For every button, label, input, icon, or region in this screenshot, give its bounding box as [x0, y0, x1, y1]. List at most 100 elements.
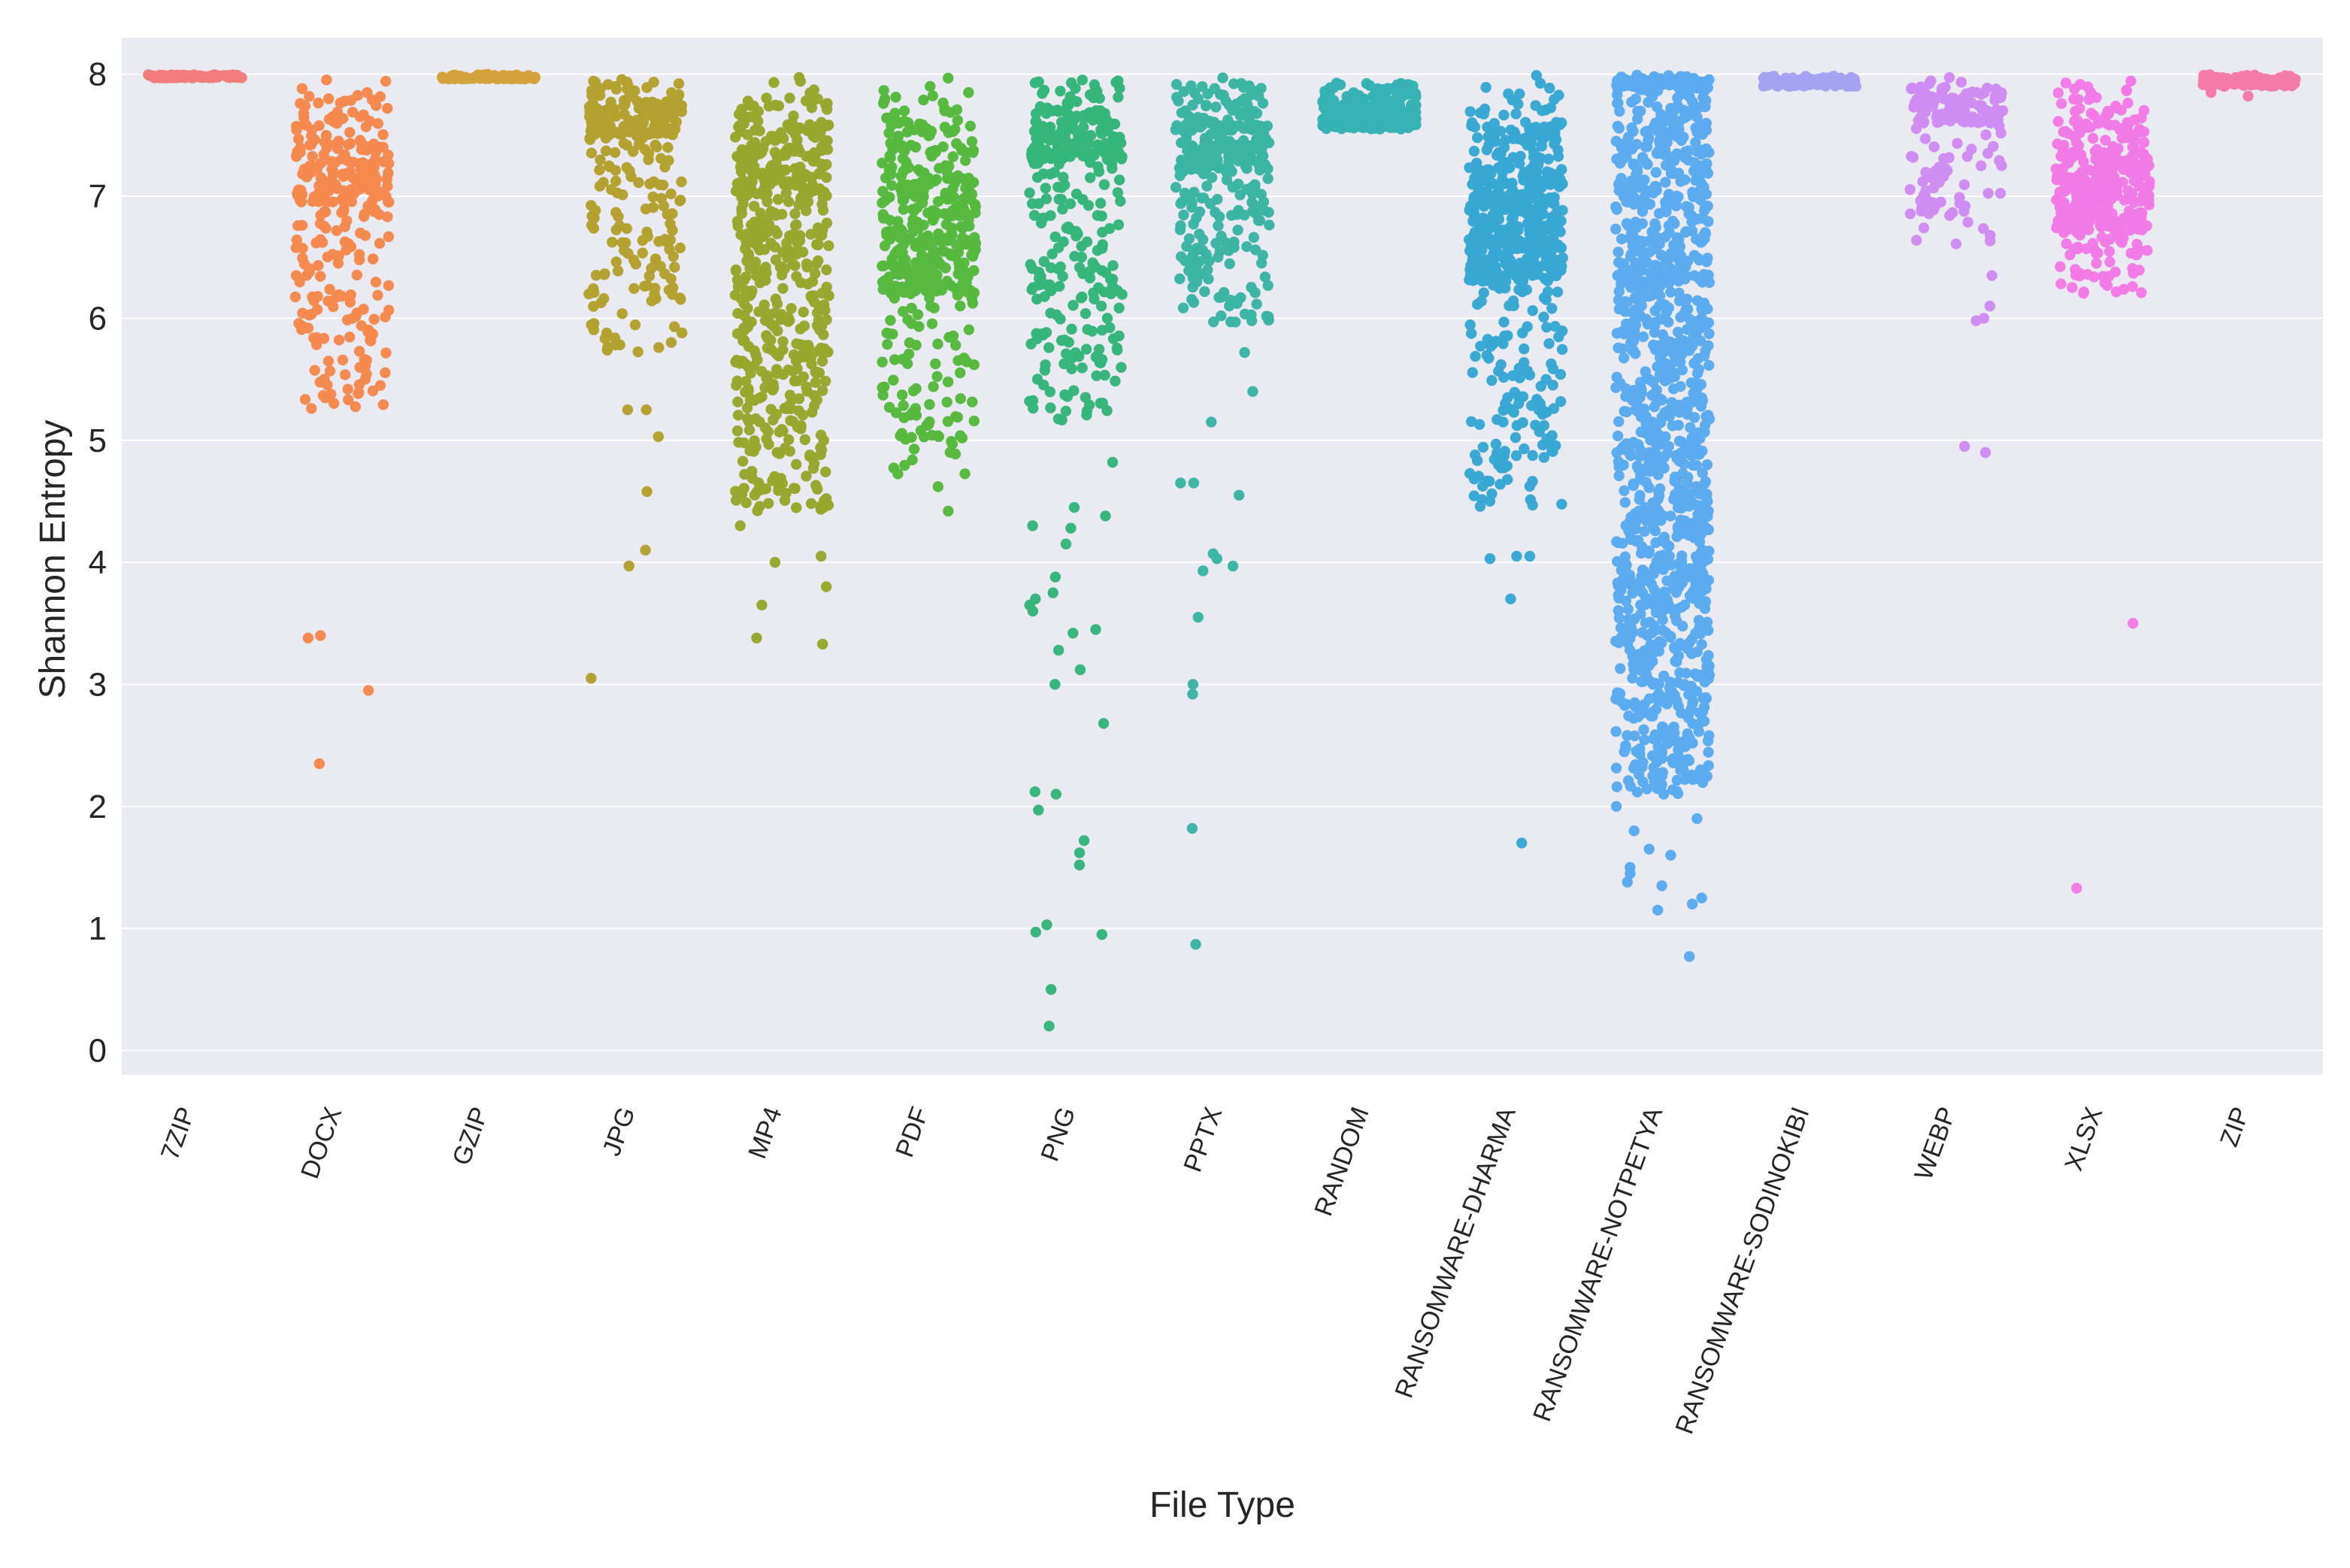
data-point: [966, 292, 978, 304]
data-point: [968, 415, 980, 427]
data-point: [1040, 359, 1051, 371]
data-point: [1984, 300, 1996, 312]
data-point: [1051, 129, 1063, 141]
data-point: [879, 275, 891, 286]
data-point: [761, 330, 772, 341]
data-point: [1657, 510, 1669, 522]
data-point: [936, 284, 947, 296]
data-point: [1556, 344, 1568, 356]
data-point: [1491, 207, 1503, 219]
data-point: [1478, 287, 1489, 298]
data-point: [777, 247, 789, 258]
data-point: [1674, 752, 1685, 764]
data-point: [1492, 232, 1504, 244]
data-point: [759, 422, 771, 434]
data-point: [930, 207, 941, 218]
data-point: [1505, 267, 1517, 279]
data-point: [1616, 582, 1627, 593]
data-point: [1473, 232, 1484, 244]
data-point: [1237, 82, 1249, 93]
data-point: [1264, 219, 1275, 231]
data-point: [877, 213, 889, 224]
data-point: [317, 193, 329, 205]
data-point: [1696, 144, 1708, 156]
data-point: [650, 139, 661, 151]
data-point: [653, 431, 665, 443]
data-point: [1935, 196, 1946, 207]
data-point: [1100, 510, 1111, 522]
data-point: [353, 379, 365, 390]
data-point: [917, 253, 929, 264]
data-point: [1467, 367, 1478, 378]
data-point: [665, 337, 677, 348]
data-point: [731, 216, 743, 227]
data-point: [1115, 195, 1126, 207]
data-point: [1648, 339, 1659, 351]
data-point: [670, 90, 682, 101]
data-point: [1067, 628, 1079, 639]
data-point: [1468, 145, 1480, 157]
data-point: [1698, 716, 1710, 727]
data-point: [784, 92, 795, 104]
data-point: [1482, 164, 1494, 175]
data-point: [1210, 238, 1222, 249]
data-point: [731, 425, 743, 437]
data-point: [362, 685, 374, 696]
data-point: [610, 175, 622, 187]
data-point: [1469, 449, 1481, 461]
data-point: [1643, 85, 1654, 97]
data-point: [795, 423, 807, 434]
data-point: [1703, 317, 1715, 328]
data-point: [1045, 984, 1057, 995]
data-point: [1762, 80, 1773, 91]
data-point: [1700, 654, 1713, 665]
data-point: [1553, 331, 1564, 343]
data-point: [890, 407, 902, 419]
data-point: [583, 101, 595, 113]
data-point: [586, 219, 598, 231]
data-point: [1507, 177, 1518, 189]
data-point: [1643, 843, 1655, 855]
data-point: [1531, 395, 1543, 407]
data-point: [1095, 198, 1107, 209]
data-point: [1651, 232, 1663, 243]
data-point: [1198, 192, 1210, 204]
data-point: [791, 219, 802, 231]
data-point: [897, 257, 909, 268]
data-point: [819, 495, 830, 507]
data-point: [1612, 688, 1624, 699]
data-point: [819, 135, 830, 146]
data-point: [955, 393, 966, 404]
data-point: [1697, 706, 1708, 718]
data-point: [805, 498, 817, 510]
data-point: [1537, 105, 1548, 117]
data-point: [739, 468, 750, 480]
data-point: [955, 430, 966, 441]
data-point: [1033, 272, 1045, 284]
data-point: [637, 247, 648, 259]
data-point: [1260, 133, 1272, 145]
data-point: [171, 71, 183, 83]
data-point: [1112, 187, 1124, 198]
data-point: [1630, 216, 1641, 228]
data-point: [1258, 196, 1270, 207]
data-point: [355, 183, 366, 195]
data-point: [734, 154, 746, 165]
data-point: [1619, 485, 1630, 497]
data-point: [1691, 526, 1702, 537]
data-point: [342, 383, 353, 395]
data-point: [952, 172, 964, 183]
data-point: [1174, 273, 1186, 285]
data-point: [1508, 407, 1519, 418]
data-point: [592, 116, 604, 127]
data-point: [902, 117, 914, 129]
data-point: [793, 71, 805, 83]
data-point: [1616, 74, 1628, 86]
data-point: [1543, 249, 1555, 260]
data-point: [1612, 89, 1623, 101]
data-point: [735, 166, 747, 177]
data-point: [1980, 129, 1991, 141]
data-point: [818, 329, 829, 341]
data-point: [773, 485, 784, 496]
data-point: [292, 187, 303, 199]
